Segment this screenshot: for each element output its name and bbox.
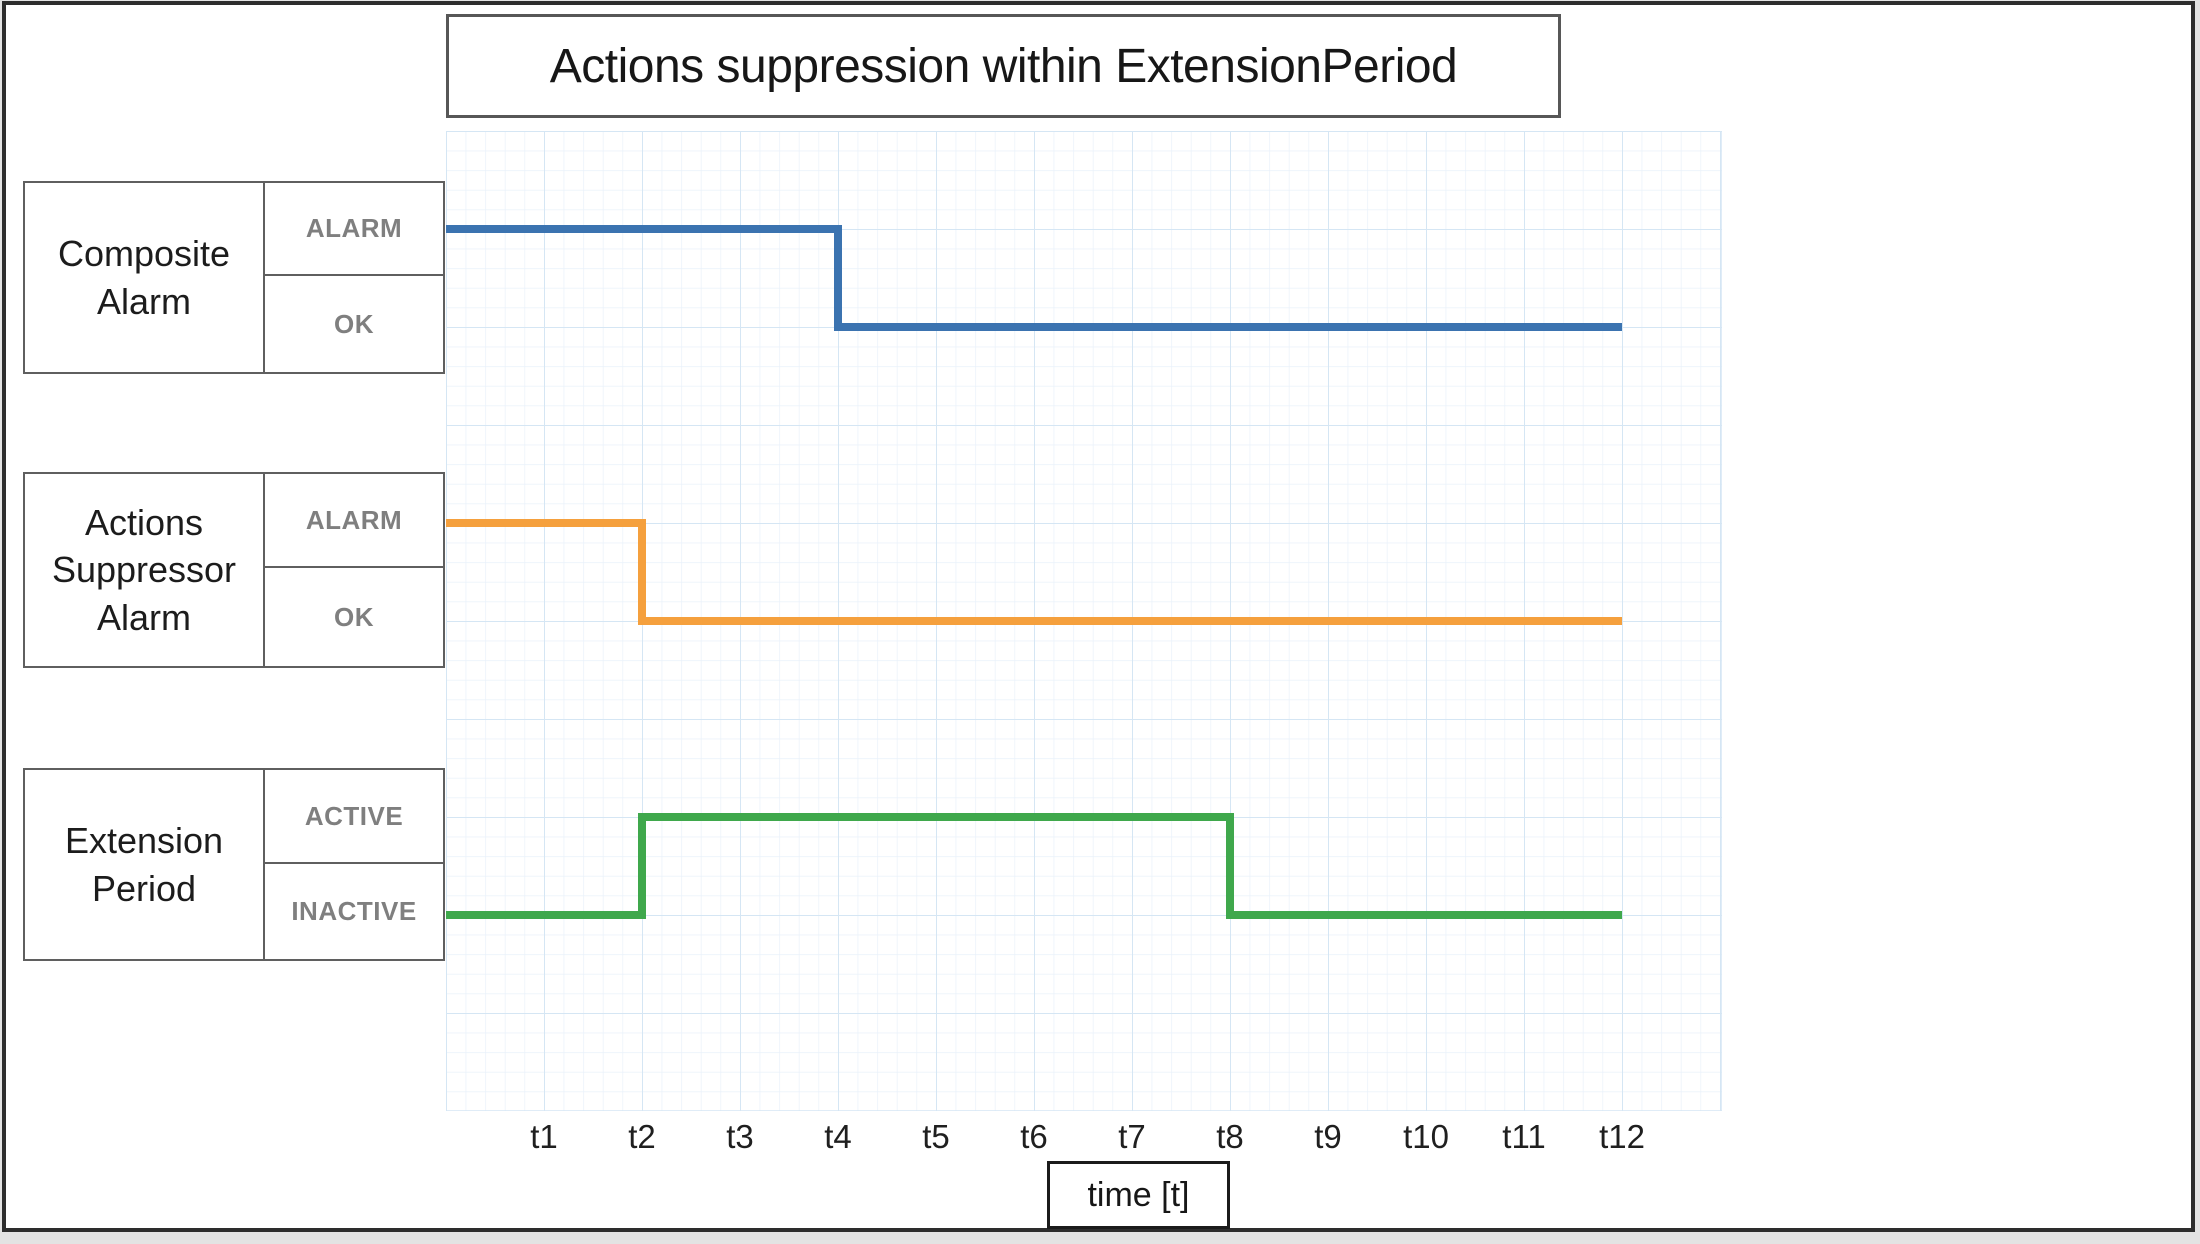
x-tick-label-t6: t6 xyxy=(1020,1118,1048,1155)
series-lines-group xyxy=(446,225,1622,919)
row-name-line: Composite xyxy=(57,232,231,274)
state-column: ALARM OK xyxy=(265,183,443,372)
x-tick-label-t5: t5 xyxy=(922,1118,950,1155)
state-column: ACTIVE INACTIVE xyxy=(265,770,443,959)
x-tick-label-t9: t9 xyxy=(1314,1118,1342,1155)
x-axis-title-box: time [t] xyxy=(1047,1161,1230,1229)
row-label-box-actions-suppressor-alarm: Actions Suppressor Alarm ALARM OK xyxy=(23,472,445,668)
x-tick-label-t10: t10 xyxy=(1403,1118,1449,1155)
row-name-line: Alarm xyxy=(96,280,191,322)
x-tick-label-t2: t2 xyxy=(628,1118,656,1155)
series-line-extension-period xyxy=(446,813,1622,919)
state-cell-alarm: ALARM xyxy=(265,183,443,276)
row-name-line: Alarm xyxy=(96,596,191,638)
state-label: ACTIVE xyxy=(304,800,404,831)
row-name-line: Extension xyxy=(64,819,224,861)
x-axis-title: time [t] xyxy=(1087,1175,1190,1214)
state-label: OK xyxy=(334,601,374,632)
state-cell-ok: OK xyxy=(265,568,443,666)
state-cell-active: ACTIVE xyxy=(265,770,443,864)
x-tick-label-t3: t3 xyxy=(726,1118,754,1155)
state-label: ALARM xyxy=(305,504,403,535)
chart-title-box: Actions suppression within ExtensionPeri… xyxy=(446,14,1561,118)
row-name-line: Actions xyxy=(84,501,204,543)
chart-title: Actions suppression within ExtensionPeri… xyxy=(549,39,1458,93)
row-name-actions-suppressor-alarm: Actions Suppressor Alarm xyxy=(25,474,265,666)
row-label-box-extension-period: Extension Period ACTIVE INACTIVE xyxy=(23,768,445,961)
state-cell-alarm: ALARM xyxy=(265,474,443,568)
row-label-box-composite-alarm: Composite Alarm ALARM OK xyxy=(23,181,445,374)
row-name-line: Period xyxy=(91,867,197,909)
row-name-line: Suppressor xyxy=(51,549,237,591)
state-label: OK xyxy=(334,308,374,339)
series-line-actions-suppressor-alarm xyxy=(446,519,1622,625)
state-label: INACTIVE xyxy=(291,896,417,926)
row-name-composite-alarm: Composite Alarm xyxy=(25,183,265,372)
state-label: ALARM xyxy=(305,213,403,243)
x-tick-label-t4: t4 xyxy=(824,1118,852,1155)
state-cell-inactive: INACTIVE xyxy=(265,864,443,959)
x-tick-label-t8: t8 xyxy=(1216,1118,1244,1155)
x-tick-label-t1: t1 xyxy=(530,1118,558,1155)
x-tick-label-t12: t12 xyxy=(1599,1118,1645,1155)
series-line-composite-alarm xyxy=(446,225,1622,331)
timing-chart xyxy=(446,131,1722,1111)
state-cell-ok: OK xyxy=(265,276,443,372)
x-tick-label-t7: t7 xyxy=(1118,1118,1146,1155)
state-column: ALARM OK xyxy=(265,474,443,666)
row-name-extension-period: Extension Period xyxy=(25,770,265,959)
x-tick-label-t11: t11 xyxy=(1502,1118,1546,1155)
